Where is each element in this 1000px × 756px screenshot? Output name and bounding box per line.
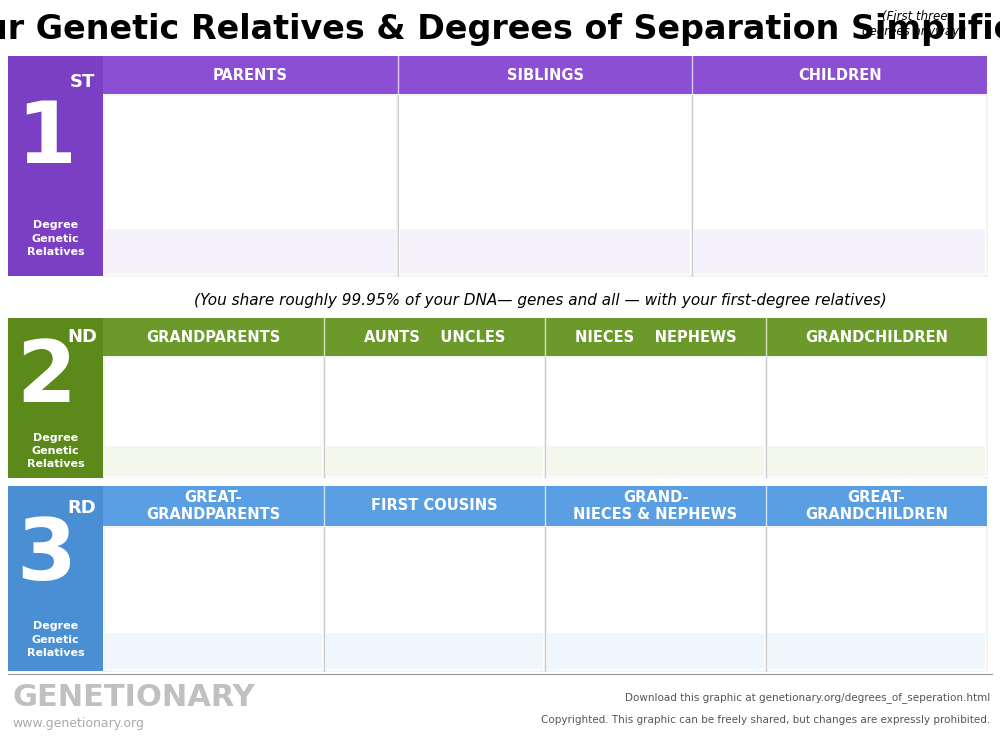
Bar	[105, 445, 322, 476]
Bar	[768, 633, 985, 669]
Bar	[105, 633, 322, 669]
Text: (First three
degrees anyway.): (First three degrees anyway.)	[862, 10, 967, 38]
Bar	[694, 228, 985, 274]
Bar	[324, 357, 544, 478]
Text: PARENTS: PARENTS	[213, 67, 288, 82]
Bar	[103, 56, 987, 94]
Text: GRAND-
NIECES & NEPHEWS: GRAND- NIECES & NEPHEWS	[573, 490, 738, 522]
Bar	[768, 445, 985, 476]
Text: AUNTS    UNCLES: AUNTS UNCLES	[364, 330, 505, 345]
Bar	[767, 357, 986, 478]
Text: Download this graphic at genetionary.org/degrees_of_seperation.html: Download this graphic at genetionary.org…	[625, 692, 990, 703]
Text: Your Genetic Relatives & Degrees of Separation Simplified: Your Genetic Relatives & Degrees of Sepa…	[0, 14, 1000, 47]
Bar	[400, 228, 690, 274]
Text: 2: 2	[16, 337, 76, 420]
Text: GRANDPARENTS: GRANDPARENTS	[146, 330, 281, 345]
Text: ST: ST	[69, 73, 95, 91]
Text: CHILDREN: CHILDREN	[798, 67, 881, 82]
Text: GREAT-
GRANDCHILDREN: GREAT- GRANDCHILDREN	[805, 490, 948, 522]
Bar	[8, 318, 103, 478]
Bar	[324, 526, 544, 671]
Bar	[767, 526, 986, 671]
Text: NIECES    NEPHEWS: NIECES NEPHEWS	[575, 330, 736, 345]
Bar	[547, 445, 764, 476]
Bar	[8, 478, 984, 486]
Text: GREAT-
GRANDPARENTS: GREAT- GRANDPARENTS	[146, 490, 281, 522]
Text: Degree
Genetic
Relatives: Degree Genetic Relatives	[27, 621, 84, 658]
Text: SIBLINGS: SIBLINGS	[507, 67, 584, 82]
Bar	[104, 526, 324, 671]
Text: 3: 3	[16, 515, 76, 598]
Bar	[104, 357, 324, 478]
Bar	[8, 56, 103, 276]
Bar	[546, 357, 766, 478]
Bar	[8, 486, 103, 671]
Bar	[103, 318, 987, 356]
Bar	[547, 633, 764, 669]
Bar	[326, 633, 543, 669]
Bar	[398, 94, 692, 275]
Text: Degree
Genetic
Relatives: Degree Genetic Relatives	[27, 432, 84, 469]
Bar	[103, 276, 987, 280]
Text: FIRST COUSINS: FIRST COUSINS	[371, 498, 498, 513]
Text: (You share roughly 99.95% of your DNA— genes and all — with your first-degree re: (You share roughly 99.95% of your DNA— g…	[194, 293, 886, 308]
Text: www.genetionary.org: www.genetionary.org	[12, 717, 144, 730]
Bar	[104, 94, 397, 275]
Bar	[105, 228, 396, 274]
Bar	[103, 486, 987, 526]
Text: GRANDCHILDREN: GRANDCHILDREN	[805, 330, 948, 345]
Bar	[693, 94, 986, 275]
Text: GENETIONARY: GENETIONARY	[12, 683, 255, 712]
Bar	[546, 526, 766, 671]
Text: Degree
Genetic
Relatives: Degree Genetic Relatives	[27, 221, 84, 257]
Text: RD: RD	[68, 499, 96, 517]
Text: ND: ND	[67, 328, 97, 346]
Text: 1: 1	[16, 98, 76, 181]
Bar	[326, 445, 543, 476]
Text: Copyrighted. This graphic can be freely shared, but changes are expressly prohib: Copyrighted. This graphic can be freely …	[541, 715, 990, 725]
